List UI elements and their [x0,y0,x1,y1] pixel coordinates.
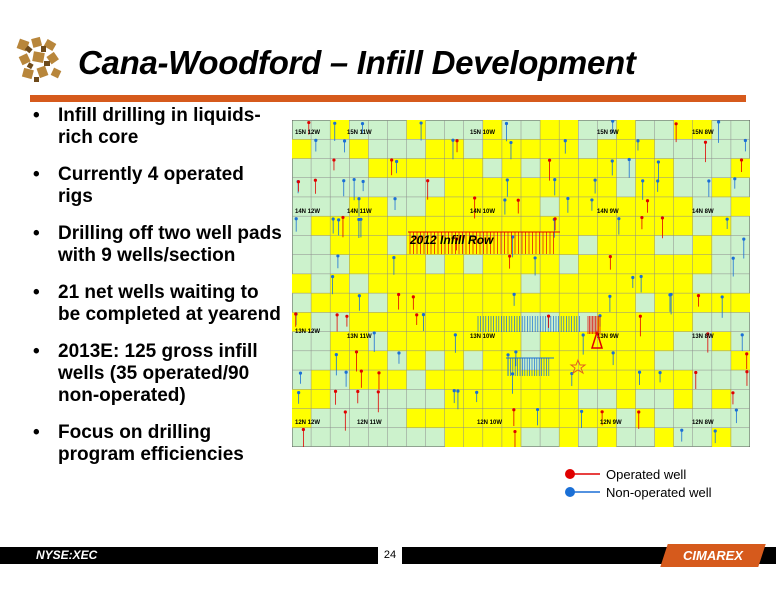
bullet-item: • Focus on drilling program efficiencies [33,422,244,465]
ticker-symbol: NYSE:XEC [36,548,98,562]
bullet-list: • Infill drilling in liquids-rich core • C… [30,105,282,481]
brand-name: CIMAREX [683,548,743,563]
slide-title: Cana-Woodford – Infill Development [78,44,636,81]
non-operated-well-icon [565,487,600,497]
township-label: 13N 10W [470,334,495,340]
rig-triangle-icon [590,329,604,349]
township-label: 13N 12W [295,329,320,335]
township-label: 14N 12W [295,209,320,215]
township-label: 12N 10W [477,420,502,426]
township-label: 13N 9W [597,334,619,340]
bullet-dot: • [33,164,40,185]
township-label: 13N 11W [347,334,372,340]
bullet-item: • 2013E: 125 gross infill wells (35 opera… [33,341,258,406]
operated-well-icon [565,469,600,479]
bullet-dot: • [33,282,40,303]
township-label: 15N 10W [470,130,495,136]
township-label: 14N 9W [597,209,619,215]
legend-non-operated: Non-operated well [558,484,758,502]
bullet-item: • Infill drilling in liquids-rich core [33,105,261,148]
bullet-dot: • [33,105,40,126]
township-label: 13N 8W [692,334,714,340]
township-label: 12N 12W [295,420,320,426]
legend-operated: Operated well [558,466,758,484]
bullet-dot: • [33,422,40,443]
bullet-dot: • [33,223,40,244]
brand-badge: CIMAREX [660,544,766,567]
title-underline [30,95,746,102]
township-label: 15N 12W [295,130,320,136]
township-label: 14N 11W [347,209,372,215]
footer-bar: NYSE:XEC 24 CIMAREX [0,544,776,567]
legend-non-operated-label: Non-operated well [606,485,712,500]
township-label: 14N 10W [470,209,495,215]
bullet-item: • Currently 4 operated rigs [33,164,244,207]
township-label: 15N 8W [692,130,714,136]
cimarex-logo-icon [14,34,70,90]
township-label: 15N 11W [347,130,372,136]
bullet-item: • 21 net wells waiting to be completed at… [33,282,281,325]
bullet-item: • Drilling off two well pads with 9 wells… [33,223,282,266]
location-star-icon [569,358,587,375]
bullet-dot: • [33,341,40,362]
infill-row-annotation: 2012 Infill Row [409,233,494,247]
page-number: 24 [378,547,402,564]
township-label: 12N 9W [600,420,622,426]
township-label: 15N 9W [597,130,619,136]
legend-operated-label: Operated well [606,467,687,482]
township-label: 12N 11W [357,420,382,426]
map-legend: Operated well Non-operated well [558,466,758,502]
township-label: 14N 8W [692,209,714,215]
township-label: 12N 8W [692,420,714,426]
acreage-well-map: 15N 12W 15N 11W 15N 10W 15N 9W 15N 8W 14… [292,120,750,447]
